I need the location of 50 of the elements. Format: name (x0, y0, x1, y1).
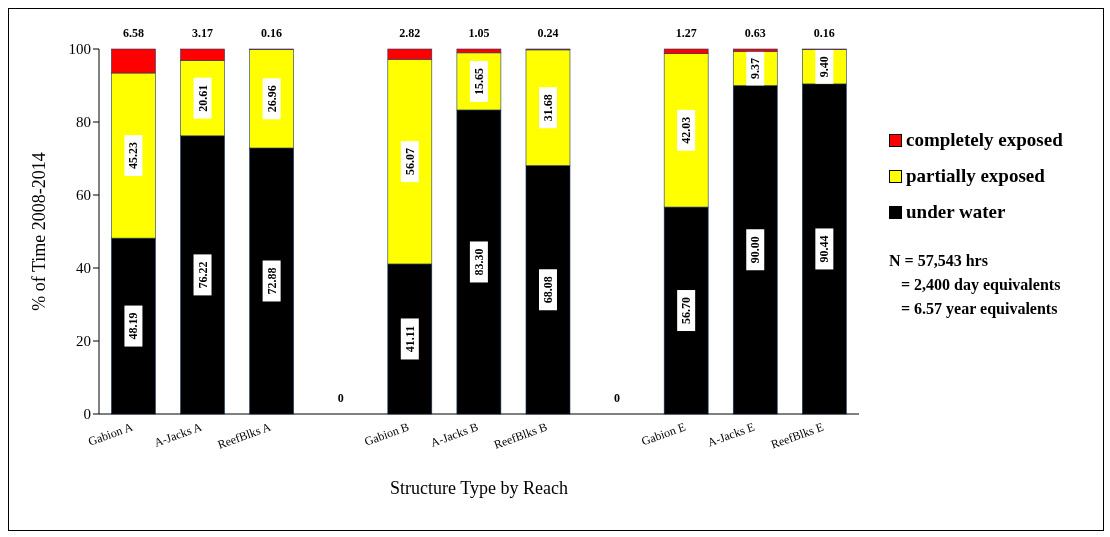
text: N = 57,543 hrs (889, 251, 989, 271)
data-label: 0.16 (813, 26, 835, 40)
y-axis-title: % of Time 2008-2014 (29, 152, 50, 311)
x-tick-label: A-Jacks A (152, 419, 204, 450)
x-tick-label: ReefBlks A (215, 419, 274, 452)
data-label: 0.16 (261, 26, 283, 40)
data-label: 90.00 (748, 236, 763, 264)
x-tick-label: Gabion E (639, 419, 688, 449)
data-label: 1.05 (468, 26, 490, 40)
data-label: 26.96 (264, 85, 279, 113)
data-label: 15.65 (471, 67, 486, 95)
data-label: 48.19 (126, 312, 141, 340)
x-tick-label: ReefBlks E (769, 419, 826, 452)
legend-label: completely exposed (906, 129, 1063, 151)
data-label: 9.37 (748, 57, 763, 79)
data-label: 0 (614, 391, 621, 405)
data-label: 2.82 (399, 26, 421, 40)
data-label: 9.40 (817, 56, 832, 78)
y-tick-label: 60 (76, 187, 91, 204)
data-label: 0.24 (537, 26, 559, 40)
data-label: 6.58 (122, 26, 144, 40)
x-axis-title: Structure Type by Reach (390, 478, 568, 498)
data-label: 56.70 (679, 297, 694, 325)
data-label: 20.61 (195, 84, 210, 112)
x-tick-label: A-Jacks E (705, 419, 757, 450)
text: = 6.57 year equivalents (900, 299, 1059, 320)
legend-label: partially exposed (906, 165, 1045, 187)
y-tick-label: 20 (76, 333, 91, 350)
data-label: 0.63 (744, 26, 766, 40)
y-tick-label: 80 (76, 114, 91, 131)
data-label: 83.30 (471, 248, 486, 276)
data-label: 1.27 (675, 26, 697, 40)
data-label: 90.44 (817, 235, 832, 263)
data-label: 76.22 (195, 261, 210, 289)
data-label: 68.08 (540, 276, 555, 304)
data-label: 0 (337, 391, 344, 405)
data-label: 45.23 (126, 142, 141, 170)
data-label: 56.07 (402, 148, 417, 176)
y-tick-label: 100 (68, 41, 91, 58)
data-label: 41.11 (402, 325, 417, 353)
x-tick-label: ReefBlks B (492, 419, 550, 452)
legend-label: under water (906, 201, 1006, 223)
data-label: 31.68 (540, 94, 555, 122)
x-tick-label: A-Jacks B (428, 419, 481, 450)
data-label: 72.88 (264, 267, 279, 295)
x-tick-label: Gabion B (362, 419, 411, 449)
data-label: 42.03 (679, 116, 694, 144)
text: = 2,400 day equivalents (900, 275, 1061, 296)
data-label: 3.17 (192, 26, 214, 40)
y-tick-label: 40 (76, 260, 91, 277)
